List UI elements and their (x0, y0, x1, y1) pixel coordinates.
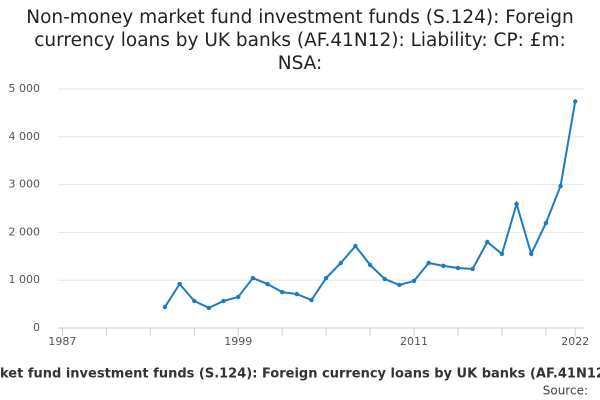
point (470, 266, 475, 272)
point (323, 275, 329, 281)
point (514, 201, 519, 207)
x-caption: ket fund investment funds (S.124): Forei… (0, 367, 600, 382)
point (485, 239, 490, 245)
y-tick-label: 1 000 (9, 273, 41, 286)
point (294, 291, 300, 297)
point (309, 297, 314, 303)
point (177, 281, 182, 287)
point (250, 275, 256, 281)
y-tick-label: 5 000 (9, 82, 41, 95)
x-tick-label: 2022 (561, 335, 589, 348)
point (441, 263, 446, 269)
source: Source: (543, 384, 588, 398)
point (529, 251, 534, 257)
point (455, 265, 461, 271)
point (162, 304, 168, 310)
y-tick-label: 2 000 (9, 225, 41, 238)
point (397, 282, 402, 288)
point (367, 262, 373, 268)
point (543, 220, 549, 226)
point (382, 276, 387, 282)
point (353, 243, 358, 249)
x-tick-label: 2011 (400, 335, 428, 348)
y-tick-label: 0 (33, 321, 40, 334)
point (206, 305, 212, 311)
point (192, 298, 197, 304)
point (279, 289, 285, 295)
point (573, 99, 578, 104)
y-tick-label: 4 000 (9, 130, 41, 143)
y-tick-label: 3 000 (9, 178, 41, 191)
point (426, 260, 431, 266)
point (558, 183, 563, 189)
x-tick-label: 1987 (48, 335, 76, 348)
point (221, 298, 226, 304)
point (265, 281, 270, 287)
point (411, 278, 417, 284)
point (499, 251, 505, 257)
point (236, 294, 241, 300)
x-tick-label: 1999 (224, 335, 252, 348)
point (338, 260, 343, 266)
line (164, 101, 577, 310)
chart-title: Non-money market fund investment funds (… (26, 7, 574, 74)
